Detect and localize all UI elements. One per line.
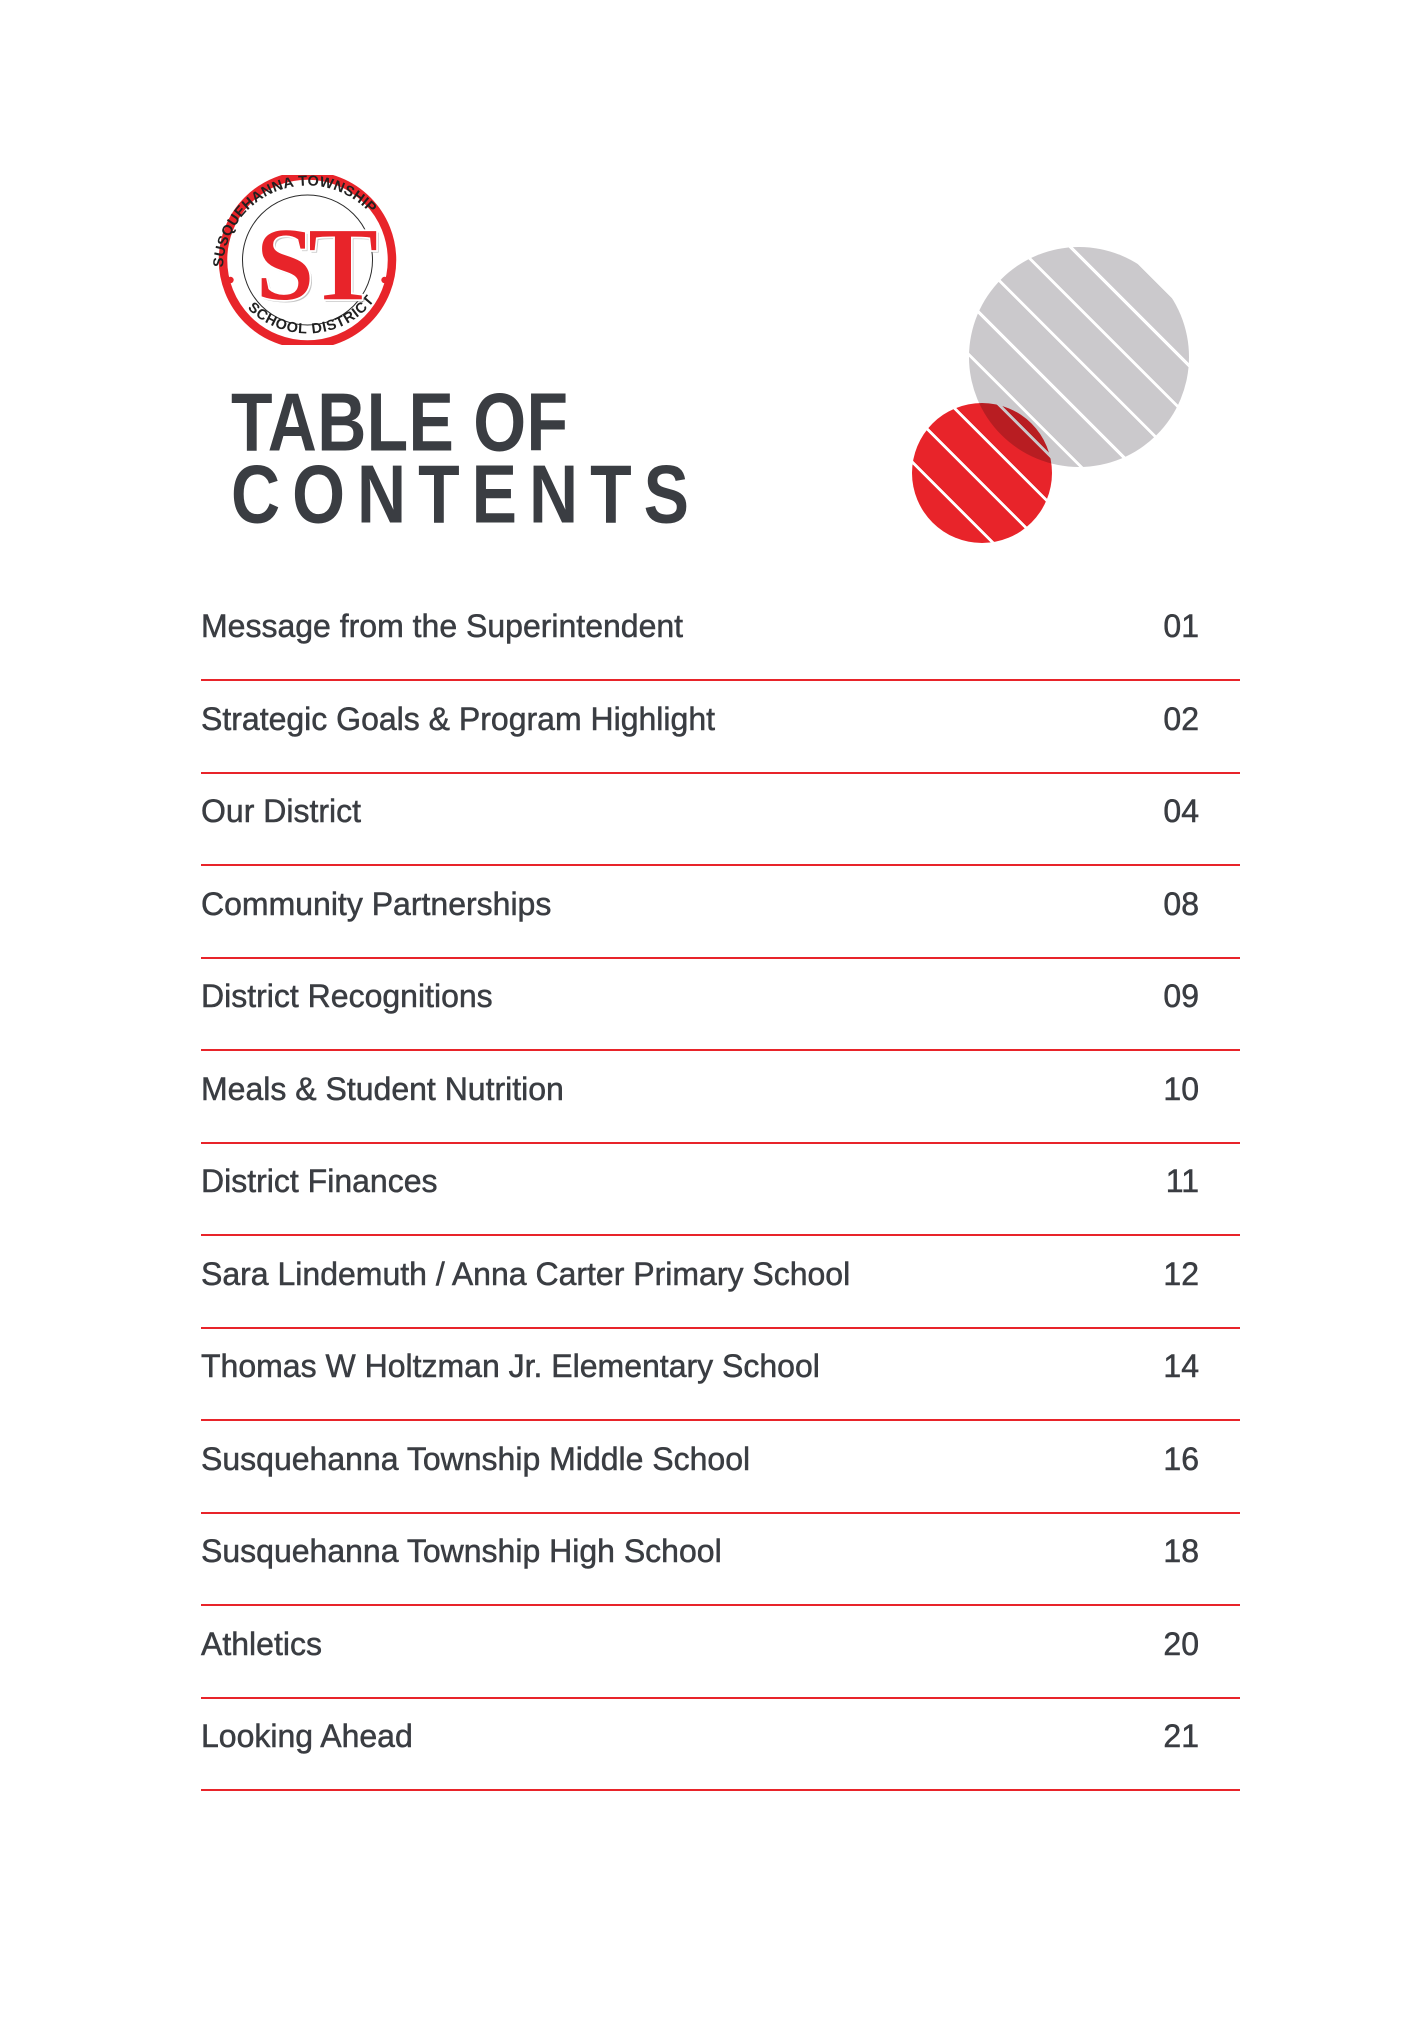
svg-text:S: S	[256, 207, 314, 322]
svg-text:T: T	[308, 207, 377, 322]
